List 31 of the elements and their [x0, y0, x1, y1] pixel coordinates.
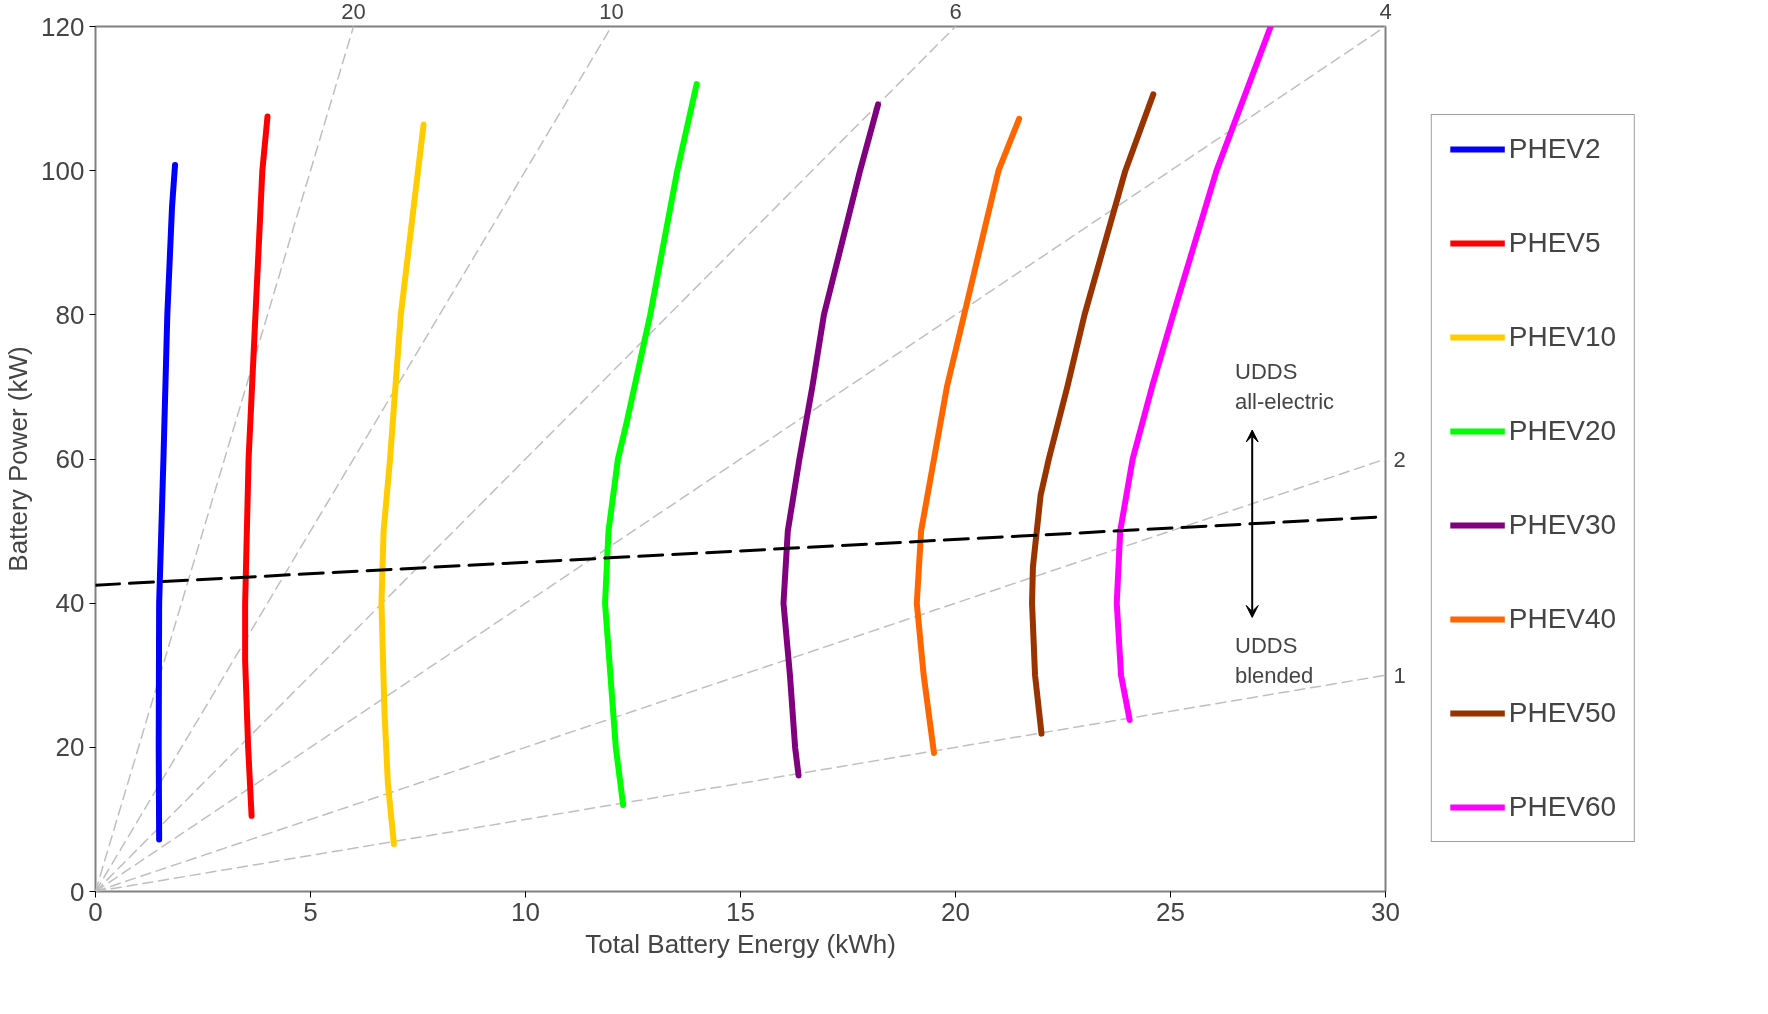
series-label: 4: [1379, 0, 1392, 24]
legend-label: PHEV10: [1508, 321, 1617, 353]
series-label: 2: [1393, 446, 1406, 472]
x-tick-label: 10: [511, 896, 540, 927]
x-tick-label: 30: [1371, 896, 1400, 927]
x-axis-title: Total Battery Energy (kWh): [585, 928, 896, 959]
y-tick-label: 120: [41, 11, 85, 42]
series-label: 1: [1393, 662, 1406, 688]
x-tick-label: 20: [941, 896, 970, 927]
annotation: UDDS blended: [1235, 633, 1314, 689]
legend-label: PHEV40: [1508, 603, 1617, 635]
x-tick-label: 25: [1156, 896, 1185, 927]
y-axis-title: Battery Power (kW): [3, 346, 34, 572]
x-tick-label: 5: [303, 896, 318, 927]
series-label: 10: [599, 0, 624, 24]
legend-label: PHEV2: [1508, 133, 1601, 165]
y-tick-label: 100: [41, 155, 85, 186]
annotation: UDDS all-electric: [1235, 359, 1335, 415]
y-tick-label: 60: [55, 444, 85, 474]
x-tick-label: 15: [726, 896, 755, 927]
y-tick-label: 0: [70, 876, 85, 907]
y-tick-label: 80: [55, 299, 85, 330]
series-label: 6: [949, 0, 962, 24]
y-tick-label: 20: [55, 732, 85, 763]
legend-label: PHEV60: [1508, 791, 1617, 823]
legend-label: PHEV30: [1508, 509, 1617, 541]
legend-label: PHEV50: [1508, 697, 1617, 729]
legend-label: PHEV5: [1508, 227, 1601, 259]
legend-label: PHEV20: [1508, 415, 1617, 447]
series-label: 20: [341, 0, 366, 24]
y-tick-label: 40: [55, 588, 85, 619]
